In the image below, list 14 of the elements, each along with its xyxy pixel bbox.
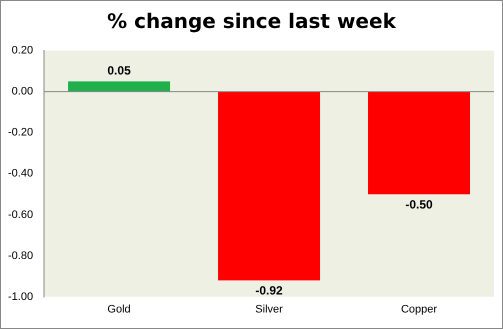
chart-title: % change since last week [106, 9, 398, 33]
y-tick-label: 0.20 [12, 44, 34, 57]
y-tick-label: -1.00 [8, 290, 34, 303]
data-label: 0.05 [107, 64, 132, 78]
x-tick-label: Silver [255, 303, 284, 316]
x-tick-label: Copper [400, 303, 438, 316]
y-tick-label: -0.80 [8, 250, 34, 262]
y-tick-label: -0.60 [8, 208, 34, 221]
y-tick-label: -0.40 [8, 168, 34, 180]
y-tick-label: -0.20 [8, 126, 34, 139]
y-tick-label: 0.00 [12, 86, 34, 98]
data-label: -0.92 [255, 284, 284, 298]
x-tick-label: Gold [107, 303, 131, 316]
data-label: -0.50 [405, 198, 434, 212]
